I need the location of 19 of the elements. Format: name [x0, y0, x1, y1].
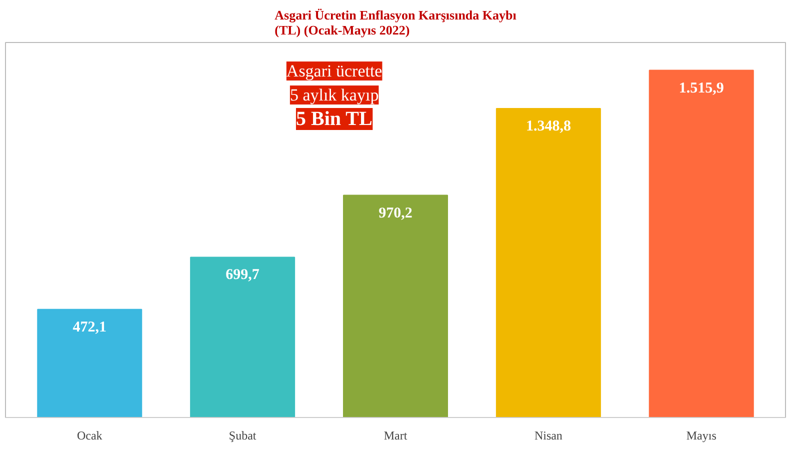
bar	[190, 256, 296, 418]
data-label: 1.348,8	[526, 118, 571, 135]
annotation: Asgari ücrette	[286, 62, 382, 80]
bar	[496, 108, 601, 418]
x-tick-label: Mart	[384, 428, 408, 442]
chart-title: Asgari Ücretin Enflasyon Karşısında Kaybı (TL) (Ocak-Mayıs 2022)	[274, 8, 517, 38]
data-label: 970,2	[378, 205, 412, 222]
bar	[343, 194, 448, 418]
data-label: 472,1	[72, 319, 106, 336]
annotation: 5 Bin TL	[296, 108, 372, 130]
x-tick-label: Mayıs	[686, 428, 717, 442]
x-tick-label: Ocak	[76, 428, 102, 442]
data-label: 699,7	[226, 267, 260, 284]
data-label: 1.515,9	[678, 80, 724, 96]
bar	[648, 70, 754, 418]
x-tick-label: Nisan	[534, 428, 562, 442]
x-tick-label: Şubat	[228, 428, 257, 442]
annotation: 5 aylık kayıp	[290, 86, 379, 104]
bar	[37, 308, 142, 418]
